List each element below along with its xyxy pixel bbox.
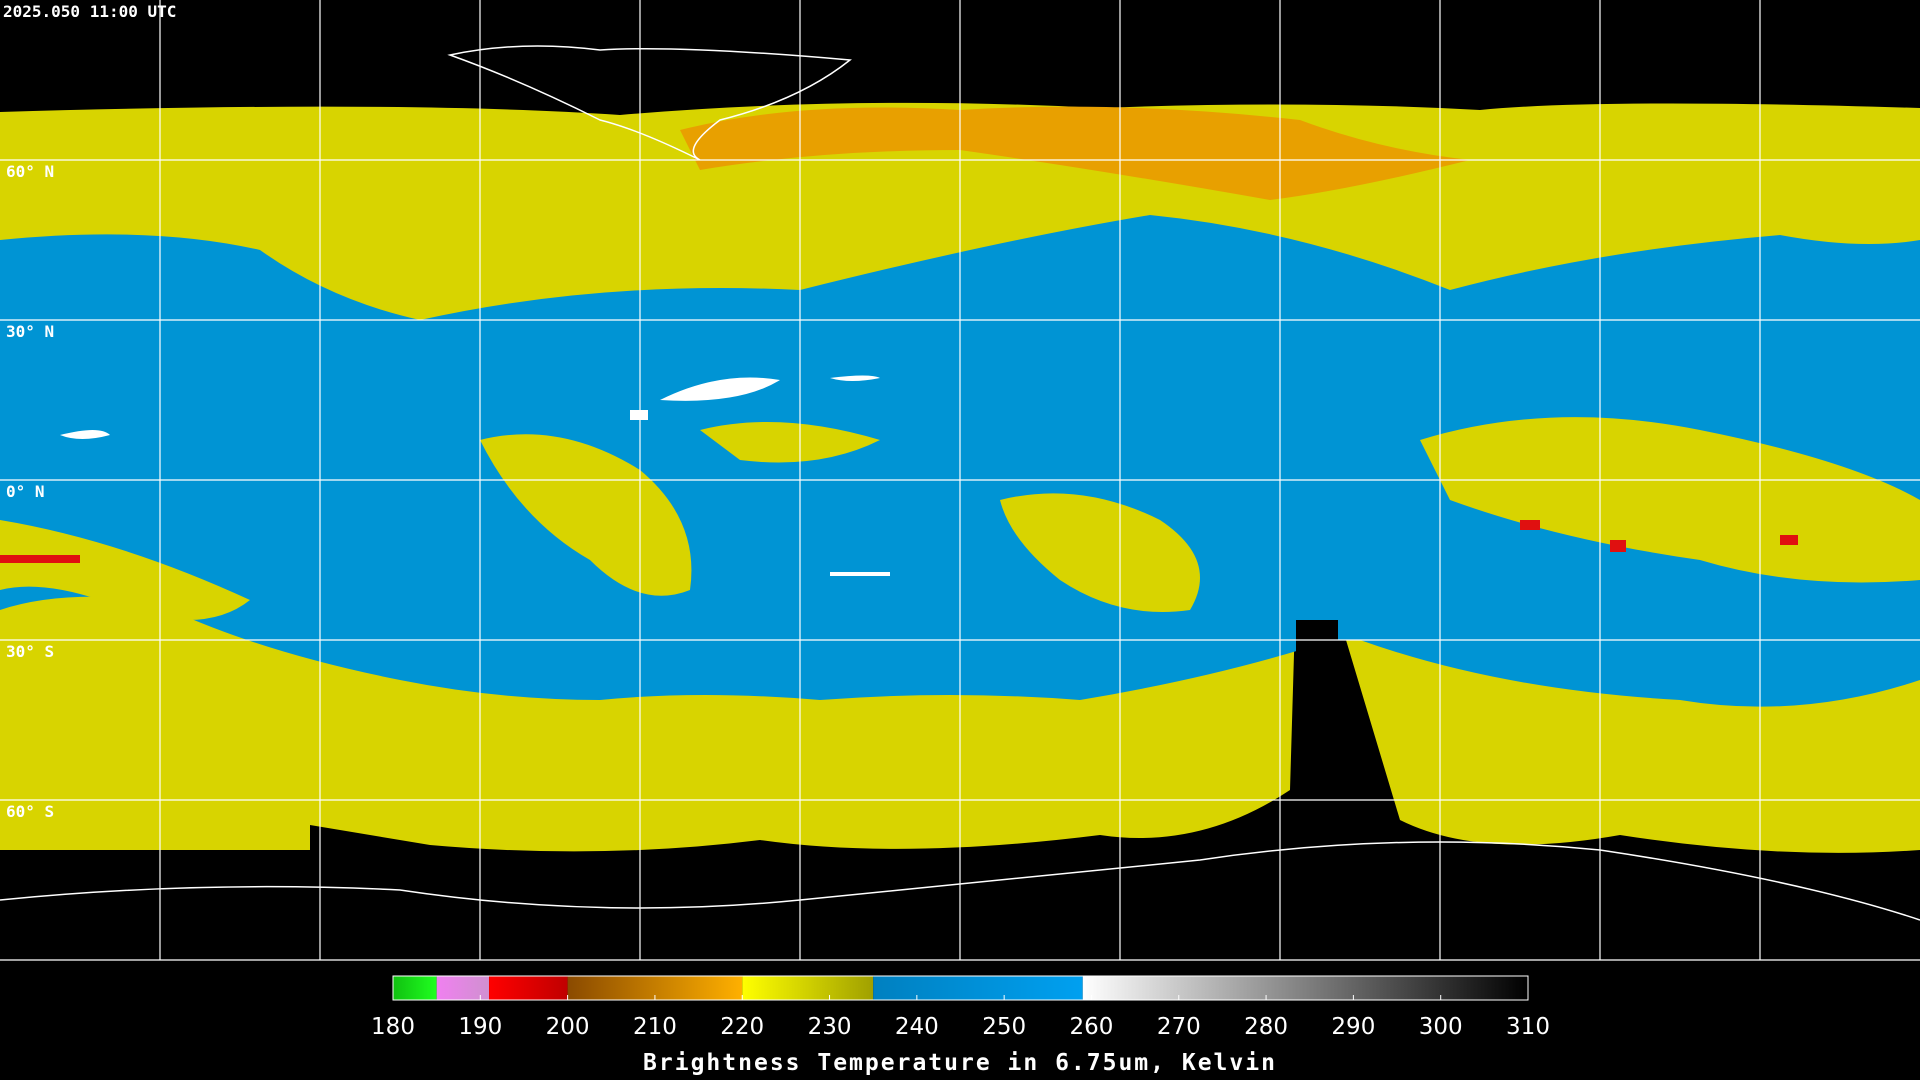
colorbar-label: Brightness Temperature in 6.75um, Kelvin — [643, 1050, 1277, 1076]
colorbar-segment — [436, 976, 490, 1000]
coastline-greenland — [447, 45, 852, 161]
colorbar-segment — [393, 976, 437, 1000]
orange-patch — [680, 106, 1470, 200]
graticule — [0, 0, 1920, 961]
colorbar-tick-label: 230 — [808, 1014, 852, 1040]
latitude-label: 30° S — [6, 642, 54, 661]
colorbar-tick-label: 210 — [633, 1014, 677, 1040]
colorbar-tick-label: 240 — [895, 1014, 939, 1040]
latitude-label: 60° N — [6, 162, 54, 181]
colorbar-tick-label: 270 — [1157, 1014, 1201, 1040]
latitude-label: 60° S — [6, 802, 54, 821]
colorbar-segment — [489, 976, 568, 1000]
colorbar-tick-label: 310 — [1506, 1014, 1550, 1040]
colorbar-tick-label: 180 — [371, 1014, 415, 1040]
colorbar-tick-label: 190 — [458, 1014, 502, 1040]
coastline-antarctica — [0, 841, 1920, 921]
latitude-label: 0° N — [6, 482, 45, 501]
colorbar-tick-label: 200 — [546, 1014, 590, 1040]
latitude-labels: 60° N 30° N 0° N 30° S 60° S — [6, 162, 54, 821]
colorbar: 180 190 200 210 220 230 240 250 260 270 280 290 300 3… — [371, 975, 1550, 1040]
colorbar-tick-label: 300 — [1419, 1014, 1463, 1040]
colorbar-segment — [1082, 976, 1528, 1000]
colorbar-tick-label: 290 — [1331, 1014, 1375, 1040]
colorbar-tick-label: 250 — [982, 1014, 1026, 1040]
colorbar-frame — [392, 975, 1529, 1001]
colorbar-tick-label: 220 — [720, 1014, 764, 1040]
colorbar-segment — [742, 976, 874, 1000]
colorbar-segment — [873, 976, 1083, 1000]
latitude-label: 30° N — [6, 322, 54, 341]
colorbar-tick-label: 260 — [1070, 1014, 1114, 1040]
colorbar-tick-label: 280 — [1244, 1014, 1288, 1040]
timestamp: 2025.050 11:00 UTC — [3, 2, 176, 21]
mask-gap — [1296, 620, 1338, 960]
